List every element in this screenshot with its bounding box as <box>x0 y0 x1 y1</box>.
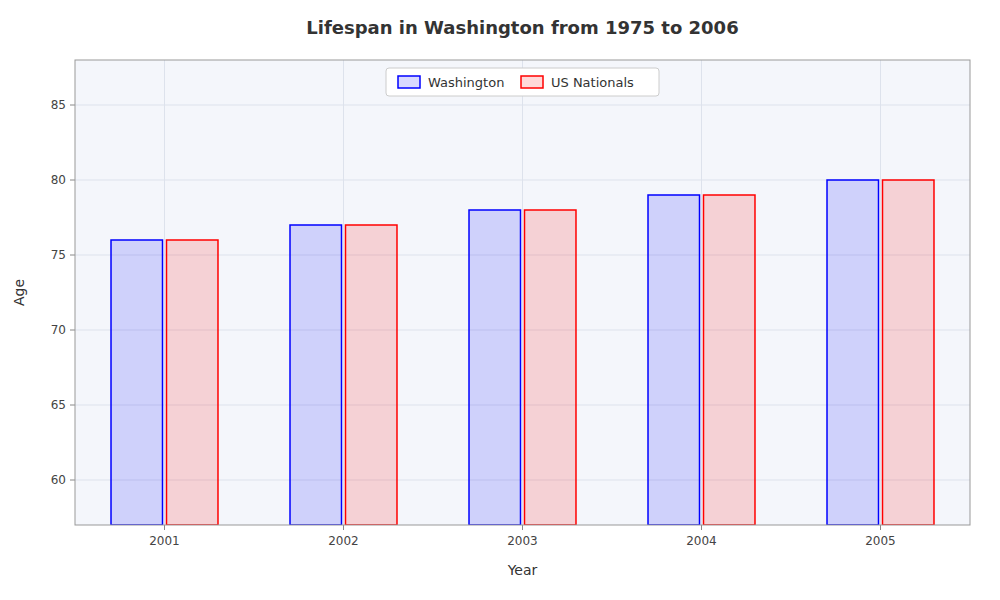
x-tick-label: 2002 <box>328 534 359 548</box>
x-tick-label: 2004 <box>686 534 717 548</box>
x-tick <box>343 525 344 530</box>
chart-svg: 60 65 70 75 80 85 2001 2002 2003 2004 2005 Lifespan… <box>0 0 1000 600</box>
y-tick <box>70 330 75 331</box>
legend: Washington US Nationals <box>386 68 659 96</box>
bar <box>883 180 934 525</box>
plot-background <box>75 60 970 525</box>
legend-label: Washington <box>428 75 504 90</box>
y-tick <box>70 105 75 106</box>
y-tick-label: 85 <box>51 98 66 112</box>
x-tick <box>880 525 881 530</box>
legend-swatch <box>521 76 543 88</box>
bar <box>648 195 699 525</box>
x-tick-label: 2005 <box>865 534 896 548</box>
y-tick <box>70 405 75 406</box>
x-grid-line <box>343 60 344 525</box>
bar <box>167 240 218 525</box>
x-grid-line <box>701 60 702 525</box>
y-tick-label: 80 <box>51 173 66 187</box>
y-tick <box>70 255 75 256</box>
bar <box>111 240 162 525</box>
y-axis-label: Age <box>11 279 27 306</box>
legend-swatch <box>398 76 420 88</box>
bar <box>290 225 341 525</box>
bars <box>111 180 934 525</box>
x-tick-label: 2003 <box>507 534 538 548</box>
y-tick <box>70 480 75 481</box>
y-tick-label: 70 <box>51 323 66 337</box>
x-grid-line <box>880 60 881 525</box>
x-grid-line <box>522 60 523 525</box>
x-grid-line <box>164 60 165 525</box>
bar <box>704 195 755 525</box>
y-tick-label: 75 <box>51 248 66 262</box>
x-axis-label: Year <box>507 562 538 578</box>
bar <box>346 225 397 525</box>
chart-container: 60 65 70 75 80 85 2001 2002 2003 2004 2005 Lifespan… <box>0 0 1000 600</box>
x-tick <box>701 525 702 530</box>
y-tick-label: 65 <box>51 398 66 412</box>
x-tick <box>164 525 165 530</box>
y-tick-label: 60 <box>51 473 66 487</box>
bar <box>827 180 878 525</box>
plot-frame <box>75 60 970 525</box>
y-tick <box>70 180 75 181</box>
legend-label: US Nationals <box>551 75 634 90</box>
bar <box>469 210 520 525</box>
x-tick <box>522 525 523 530</box>
bar <box>525 210 576 525</box>
x-tick-label: 2001 <box>149 534 180 548</box>
title: Lifespan in Washington from 1975 to 2006 <box>306 17 738 38</box>
legend-box <box>386 68 659 96</box>
